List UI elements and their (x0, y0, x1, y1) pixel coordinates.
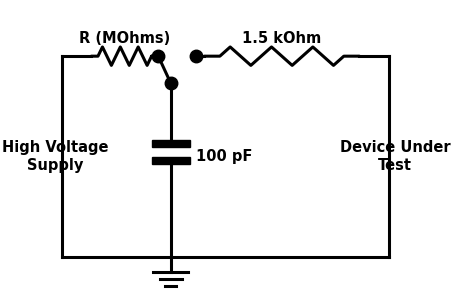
Text: R (MOhms): R (MOhms) (79, 31, 170, 46)
Text: 100 pF: 100 pF (196, 149, 253, 164)
Bar (152, 140, 190, 148)
Text: High Voltage
Supply: High Voltage Supply (2, 141, 109, 173)
Text: Device Under
Test: Device Under Test (340, 141, 450, 173)
Text: 1.5 kOhm: 1.5 kOhm (242, 31, 322, 46)
Bar (152, 157, 190, 164)
